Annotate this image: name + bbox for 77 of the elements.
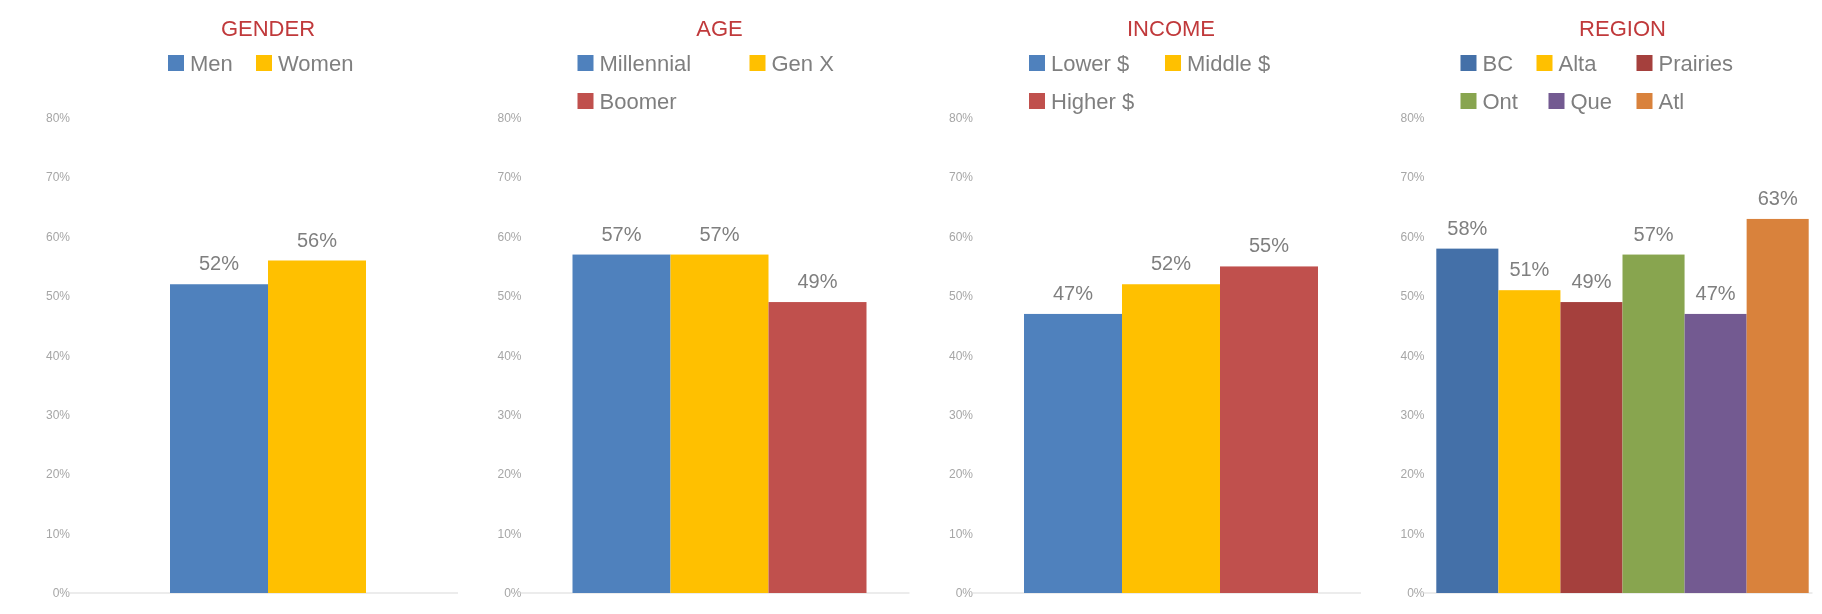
y-tick-label: 0% xyxy=(1407,586,1425,600)
y-tick-label: 30% xyxy=(497,407,522,422)
chart-title: INCOME xyxy=(1127,16,1215,41)
legend-label: Higher $ xyxy=(1051,89,1135,114)
text: 52% xyxy=(1150,252,1192,275)
text: 56% xyxy=(296,228,338,251)
bar xyxy=(1746,218,1809,593)
bar xyxy=(1024,313,1122,593)
bar xyxy=(1622,254,1685,593)
y-tick-label: 10% xyxy=(1400,526,1425,541)
y-tick-label: 70% xyxy=(497,170,522,185)
legend-label: Lower $ xyxy=(1051,51,1130,76)
text: 58% xyxy=(1447,216,1488,239)
y-tick-label: 30% xyxy=(45,407,71,422)
y-tick-label: 80% xyxy=(45,111,71,125)
text: 57% xyxy=(1633,222,1674,245)
bar xyxy=(1684,313,1747,593)
text: 49% xyxy=(797,270,838,293)
legend-label: Que xyxy=(1570,89,1613,114)
text: 47% xyxy=(1052,281,1094,304)
y-tick-label: 0% xyxy=(504,586,522,600)
legend-label: Boomer xyxy=(599,89,677,114)
text: 52% xyxy=(198,252,240,275)
y-tick-label: 80% xyxy=(497,111,522,125)
y-tick-label: 60% xyxy=(948,229,974,244)
y-tick-label: 60% xyxy=(497,229,522,244)
text: 57% xyxy=(601,222,642,245)
legend-label: Men xyxy=(190,51,233,76)
y-tick-label: 20% xyxy=(1400,467,1425,482)
bar xyxy=(1560,302,1623,593)
text: 57% xyxy=(699,222,740,245)
y-tick-label: 80% xyxy=(948,111,974,125)
y-tick-label: 50% xyxy=(497,289,522,304)
text: 55% xyxy=(1248,234,1290,257)
legend-label: Women xyxy=(278,51,354,76)
y-tick-label: 30% xyxy=(1400,407,1425,422)
y-tick-label: 40% xyxy=(948,348,974,363)
y-tick-label: 0% xyxy=(955,586,974,600)
y-tick-label: 60% xyxy=(1400,229,1425,244)
y-tick-label: 50% xyxy=(1400,289,1425,304)
legend-label: Gen X xyxy=(771,51,835,76)
y-tick-label: 70% xyxy=(948,170,974,185)
y-tick-label: 0% xyxy=(52,586,71,600)
chart-title: AGE xyxy=(696,16,743,41)
y-tick-label: 70% xyxy=(45,170,71,185)
y-tick-label: 30% xyxy=(948,407,974,422)
y-tick-label: 20% xyxy=(497,467,522,482)
bar xyxy=(1436,248,1499,593)
bar xyxy=(1498,290,1561,593)
legend-label: Atl xyxy=(1658,89,1685,114)
y-tick-label: 40% xyxy=(1400,348,1425,363)
text: 63% xyxy=(1757,186,1798,209)
y-tick-label: 40% xyxy=(497,348,522,363)
legend-label: Alta xyxy=(1558,51,1598,76)
y-tick-label: 50% xyxy=(45,289,71,304)
bar xyxy=(1220,266,1318,593)
y-tick-label: 80% xyxy=(1400,111,1425,125)
y-tick-label: 70% xyxy=(1400,170,1425,185)
y-tick-label: 10% xyxy=(948,526,974,541)
y-tick-label: 50% xyxy=(948,289,974,304)
y-tick-label: 10% xyxy=(497,526,522,541)
text: 47% xyxy=(1695,281,1736,304)
chart-title: REGION xyxy=(1579,16,1666,41)
bar xyxy=(1122,284,1220,593)
legend-label: Millennial xyxy=(599,51,692,76)
text: 51% xyxy=(1509,258,1550,281)
legend-label: BC xyxy=(1482,51,1514,76)
text: 49% xyxy=(1571,270,1612,293)
y-tick-label: 20% xyxy=(948,467,974,482)
chart-title: GENDER xyxy=(220,16,316,41)
y-tick-label: 60% xyxy=(45,229,71,244)
y-tick-label: 40% xyxy=(45,348,71,363)
legend-label: Ont xyxy=(1482,89,1518,114)
legend-label: Prairies xyxy=(1658,51,1734,76)
y-tick-label: 20% xyxy=(45,467,71,482)
y-tick-label: 10% xyxy=(45,526,71,541)
legend-label: Middle $ xyxy=(1187,51,1271,76)
